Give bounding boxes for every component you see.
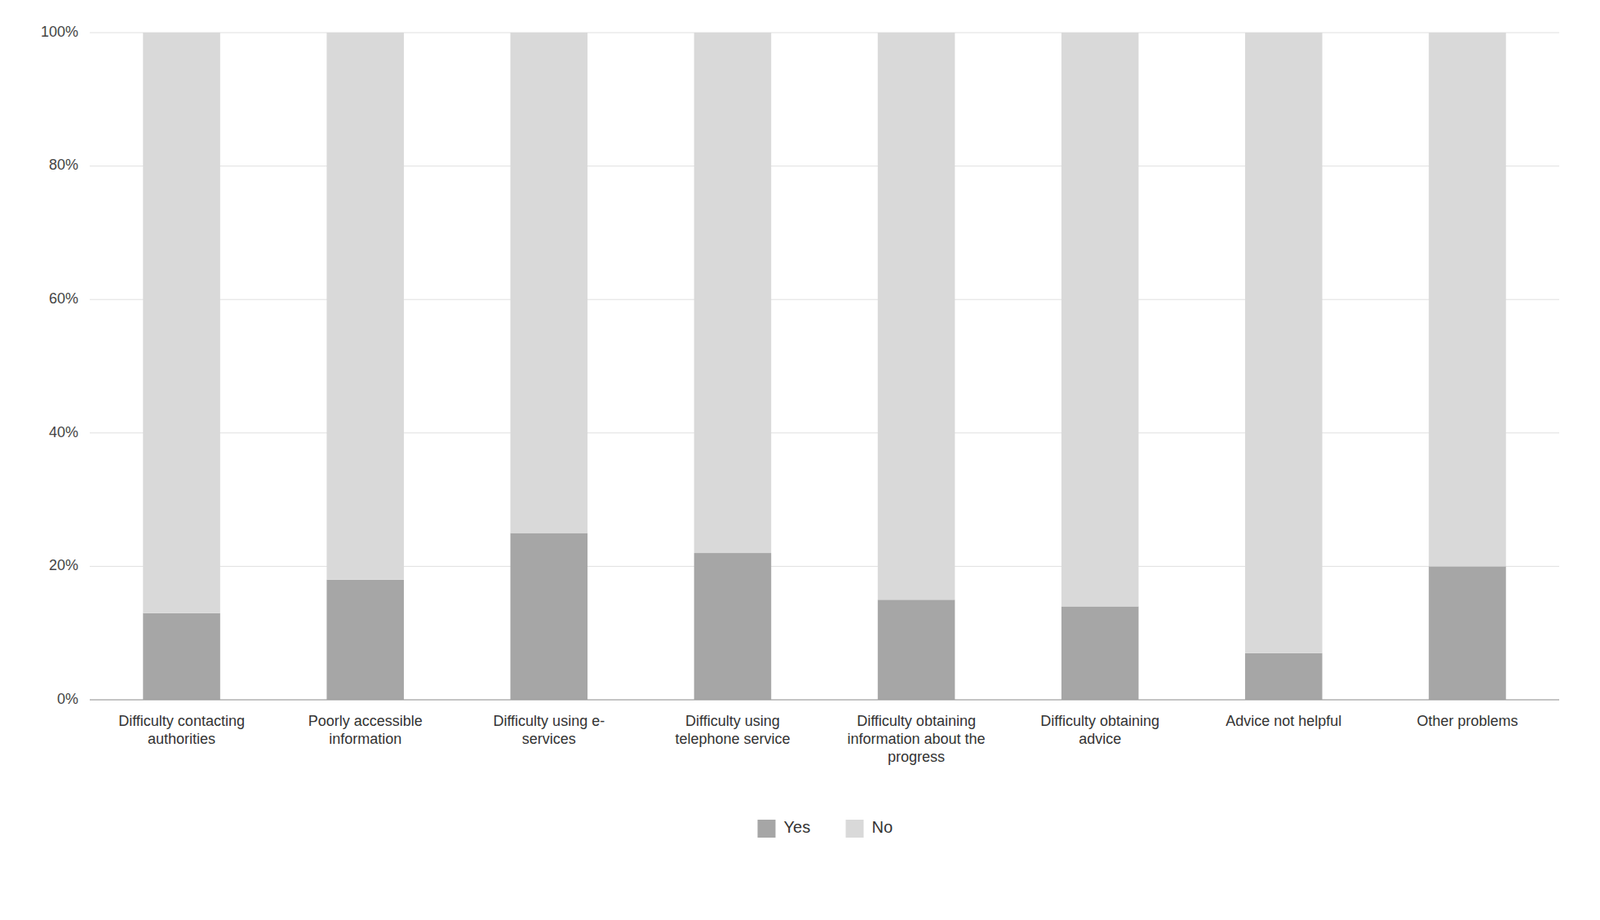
category-label-line: services: [522, 731, 577, 748]
bar-segment: [877, 32, 956, 600]
category-label-line: Advice not helpful: [1225, 713, 1342, 730]
category-label-line: progress: [887, 749, 945, 766]
bar-segment: [1245, 32, 1323, 654]
y-tick-label: 80%: [48, 156, 79, 173]
category-label-line: Difficulty contacting: [118, 713, 245, 730]
bar-segment: [1061, 32, 1140, 607]
category-label: Advice not helpful: [1225, 713, 1342, 730]
x-axis-line: [89, 700, 1560, 701]
x-axis: Difficulty contactingauthorities Poorly a…: [118, 713, 1518, 766]
grid-line: [89, 165, 1560, 167]
bar-segment: [326, 32, 404, 581]
bar-segment: [326, 580, 404, 701]
category-label: Difficulty using e-services: [492, 713, 605, 748]
bar-segment: [694, 553, 772, 701]
y-tick-label: 100%: [40, 23, 79, 40]
y-tick-label: 60%: [48, 290, 79, 307]
grid-line: [89, 700, 1560, 701]
category-label-line: Other problems: [1416, 713, 1518, 730]
category-label: Poorly accessibleinformation: [308, 713, 423, 748]
category-label-line: Difficulty obtaining: [856, 713, 976, 730]
category-label-line: advice: [1078, 731, 1122, 748]
grid: [89, 32, 1560, 701]
bar-segment: [1245, 653, 1323, 701]
y-tick-label: 0%: [57, 691, 79, 708]
category-label-line: information: [328, 731, 402, 748]
bar-segment: [1428, 566, 1507, 701]
bar-segment: [510, 32, 589, 534]
legend-swatch: [846, 819, 865, 838]
bar-segment: [694, 32, 772, 554]
y-tick-label: 40%: [48, 424, 79, 441]
bar-segment: [1428, 32, 1507, 567]
grid-line: [89, 299, 1560, 301]
legend-label: Yes: [784, 818, 812, 837]
y-tick-label: 20%: [48, 557, 79, 574]
bar-segment: [1061, 606, 1140, 701]
bars: [142, 32, 1506, 701]
category-label: Difficulty obtaininginformation about th…: [847, 713, 986, 766]
bar-segment: [142, 32, 221, 614]
bar-segment: [510, 533, 589, 701]
category-label: Difficulty contactingauthorities: [118, 713, 245, 748]
category-label-line: Difficulty obtaining: [1040, 713, 1160, 730]
category-label-line: Difficulty using: [685, 713, 781, 730]
bar-segment: [142, 613, 221, 701]
bar-segment: [877, 599, 956, 701]
category-label-line: Poorly accessible: [308, 713, 423, 730]
legend-swatch: [757, 819, 776, 838]
y-axis: 0% 20% 40% 60% 80% 100%: [40, 23, 79, 708]
category-label-line: authorities: [147, 731, 216, 748]
grid-line: [89, 432, 1560, 434]
chart: 0%20%40%60%80%100%Difficulty contactinga…: [0, 0, 1600, 920]
category-label: Difficulty usingtelephone service: [674, 713, 790, 748]
category-label-line: telephone service: [674, 731, 790, 748]
grid-line: [89, 32, 1560, 34]
category-label: Difficulty obtainingadvice: [1040, 713, 1160, 748]
grid-line: [89, 566, 1560, 568]
legend: Yes No: [757, 818, 894, 838]
legend-label: No: [872, 818, 894, 837]
category-label-line: information about the: [847, 731, 986, 748]
category-label: Other problems: [1416, 713, 1518, 730]
category-label-line: Difficulty using e-: [492, 713, 605, 730]
